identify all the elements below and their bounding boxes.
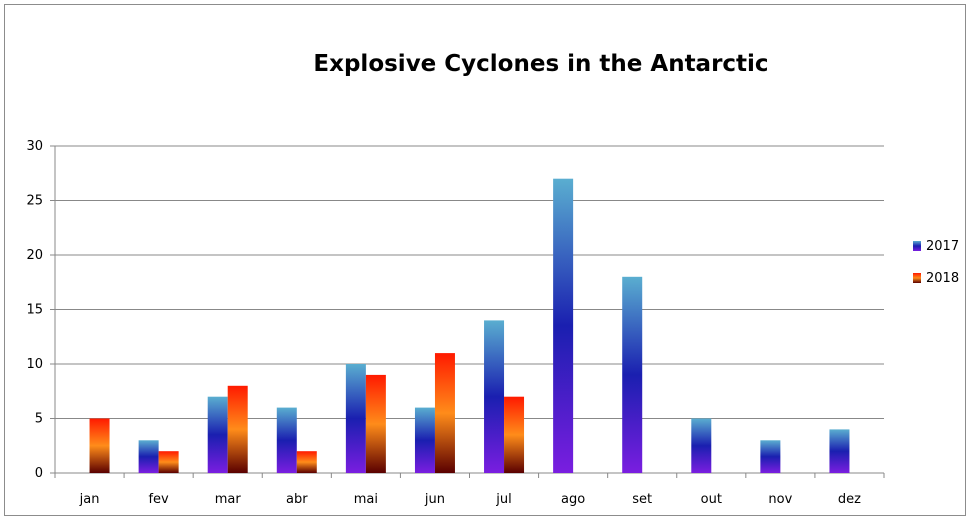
bar-2018-jan <box>89 418 110 473</box>
bar-2017-dez <box>829 429 850 473</box>
bar-2017-jul <box>484 320 505 473</box>
bar-2018-mar <box>227 385 248 473</box>
y-tick-label: 5 <box>35 412 43 427</box>
x-tick-label: ago <box>561 492 585 507</box>
bar-2017-set <box>622 276 643 473</box>
bars <box>89 178 850 473</box>
bar-2017-jun <box>414 407 435 473</box>
y-tick-label: 20 <box>26 248 43 263</box>
x-tick-label: nov <box>768 492 792 507</box>
axes: 0 5 10 15 20 25 30 jan fev mar abr mai jun jul ago set o… <box>26 139 885 507</box>
bar-2018-jun <box>434 353 455 473</box>
y-tick-label: 15 <box>26 303 43 318</box>
x-tick-label: abr <box>286 492 308 507</box>
chart-frame: Explosive Cyclones in the Antarctic 0 5 10… <box>4 4 966 516</box>
y-tick-label: 10 <box>26 357 43 372</box>
bar-2018-mai <box>365 374 386 473</box>
y-tick-label: 25 <box>26 194 43 209</box>
y-tick-label: 30 <box>26 139 43 154</box>
legend-label: 2018 <box>926 271 959 286</box>
chart-svg: Explosive Cyclones in the Antarctic 0 5 10… <box>26 51 959 507</box>
x-tick-label: jul <box>495 492 511 507</box>
bar-2017-out <box>691 418 712 473</box>
y-tick-label: 0 <box>35 466 43 481</box>
x-tick-label: fev <box>148 492 169 507</box>
legend-label: 2017 <box>926 239 959 254</box>
x-tick-label: dez <box>838 492 861 507</box>
legend-swatch <box>913 241 921 251</box>
x-tick-label: set <box>632 492 652 507</box>
legend: 2017 2018 <box>913 239 959 286</box>
bar-2018-abr <box>296 451 317 473</box>
bar-2017-fev <box>138 440 159 473</box>
x-tick-label: mai <box>354 492 378 507</box>
chart-title: Explosive Cyclones in the Antarctic <box>313 51 768 77</box>
gridlines <box>55 145 884 419</box>
bar-2017-nov <box>760 440 781 473</box>
x-tick-label: jun <box>424 492 445 507</box>
bar-2018-jul <box>504 396 525 473</box>
bar-2018-fev <box>158 451 179 473</box>
bar-2017-abr <box>276 407 297 473</box>
x-tick-label: out <box>701 492 722 507</box>
x-tick-label: jan <box>79 492 100 507</box>
x-tick-label: mar <box>215 492 242 507</box>
bar-2017-mar <box>207 396 228 473</box>
bar-2017-ago <box>553 178 574 473</box>
bar-2017-mai <box>345 364 366 473</box>
legend-swatch <box>913 273 921 283</box>
